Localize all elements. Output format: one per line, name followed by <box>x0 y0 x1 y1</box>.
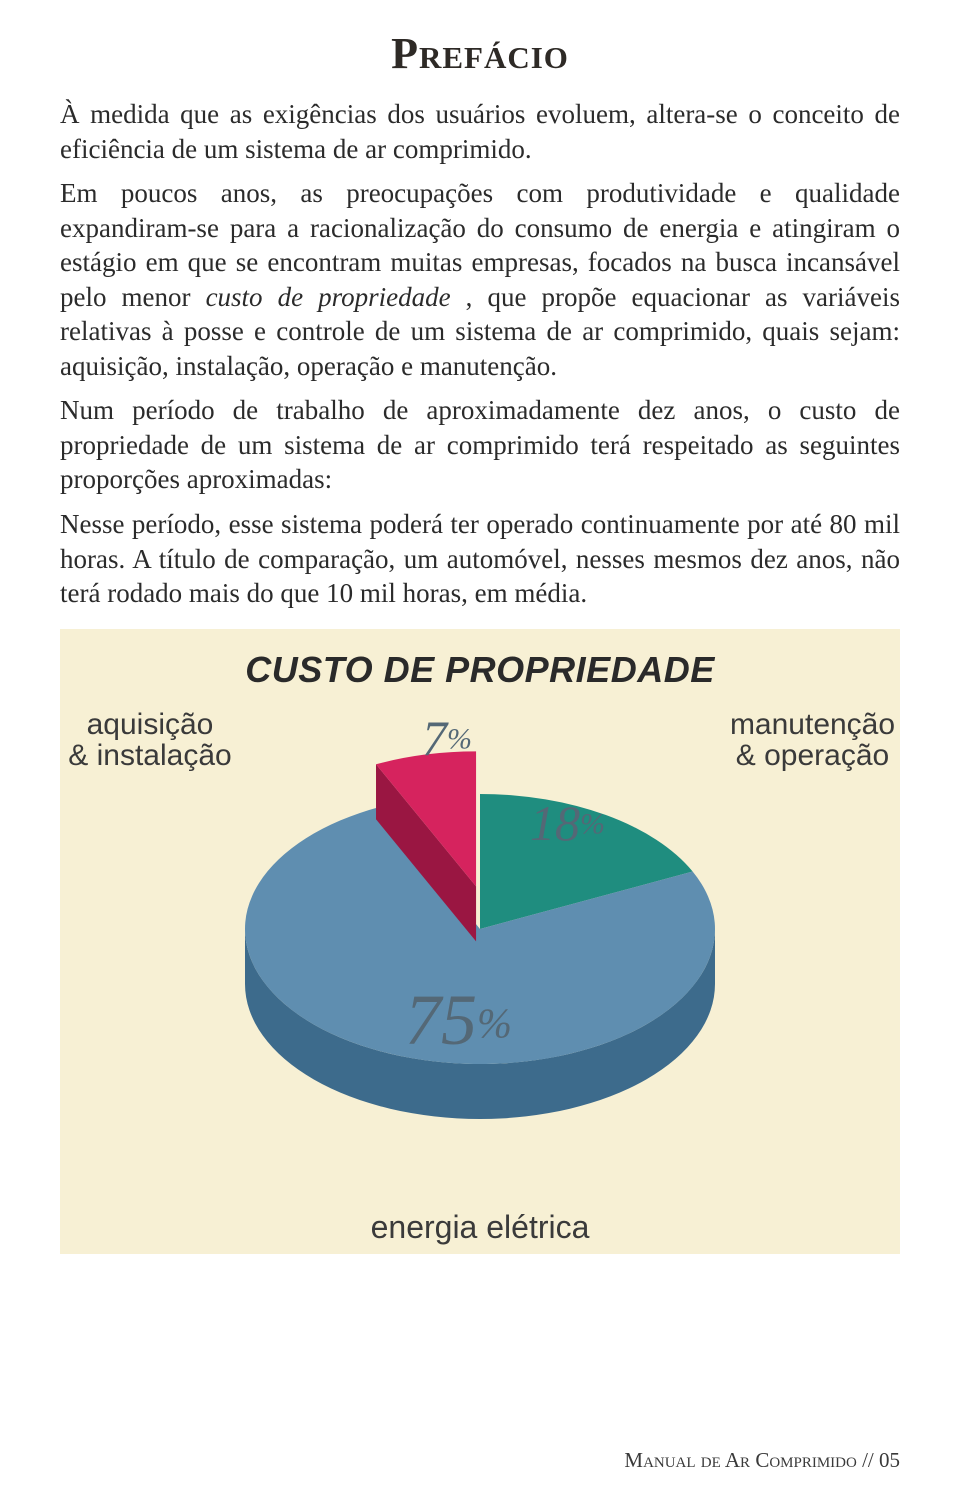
pct-75-num: 75 <box>405 980 477 1060</box>
pct-18-num: 18 <box>530 795 580 851</box>
paragraph-2-italic: custo de propriedade <box>206 282 451 312</box>
slice-label-acquisition-l2: & instalação <box>68 739 231 772</box>
slice-label-acquisition: aquisição & instalação <box>55 709 245 772</box>
pct-75-sign: % <box>477 1001 512 1047</box>
slice-label-maintenance: manutenção & operação <box>705 709 920 772</box>
pct-7-num: 7 <box>422 710 447 766</box>
slice-label-acquisition-l1: aquisição <box>87 708 214 741</box>
pct-7-sign: % <box>447 722 472 755</box>
paragraph-1: À medida que as exigências dos usuários … <box>60 97 900 166</box>
chart-title: CUSTO DE PROPRIEDADE <box>60 649 900 691</box>
pct-7: 7% <box>422 709 472 767</box>
pct-18: 18% <box>530 794 605 852</box>
slice-label-maintenance-l1: manutenção <box>730 708 895 741</box>
paragraph-4: Nesse período, esse sistema poderá ter o… <box>60 507 900 611</box>
paragraph-3: Num período de trabalho de aproximadamen… <box>60 393 900 497</box>
paragraph-2: Em poucos anos, as preocupações com prod… <box>60 176 900 383</box>
cost-chart: CUSTO DE PROPRIEDADE aquisição & instala… <box>60 629 900 1254</box>
page-footer: Manual de Ar Comprimido // 05 <box>624 1448 900 1473</box>
pct-75: 75% <box>405 979 512 1062</box>
slice-label-maintenance-l2: & operação <box>736 739 889 772</box>
footer-page: 05 <box>879 1448 900 1472</box>
footer-text: Manual de Ar Comprimido // <box>624 1448 879 1472</box>
slice-label-energy: energia elétrica <box>60 1209 900 1246</box>
page-title: Prefácio <box>60 28 900 79</box>
pct-18-sign: % <box>580 807 605 840</box>
